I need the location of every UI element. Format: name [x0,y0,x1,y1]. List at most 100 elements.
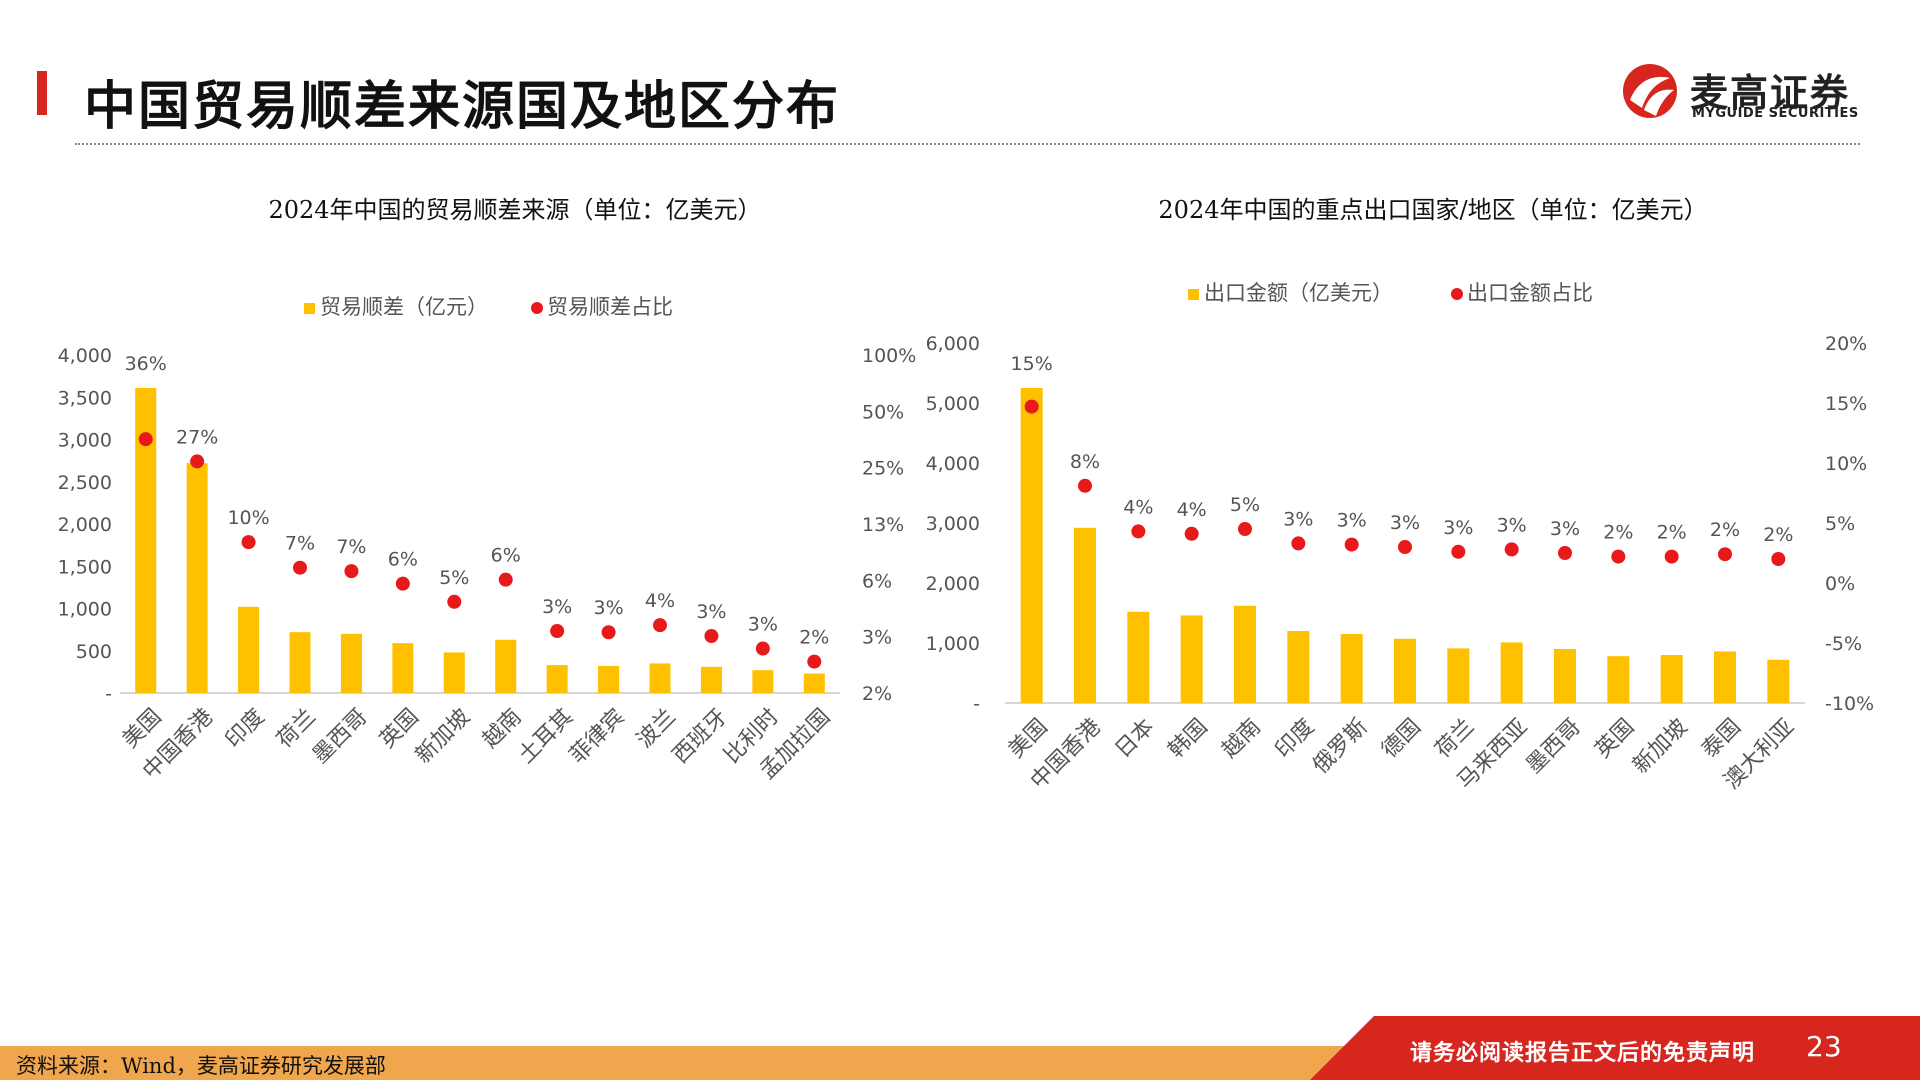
point-9 [550,624,565,639]
y-left-tick-label: 5,000 [926,393,980,415]
y-right-tick-label: -5% [1825,633,1862,655]
point-15 [1771,552,1786,566]
point-2 [1078,478,1092,493]
legend-dot-label: 出口金额占比 [1467,281,1593,305]
x-tick-label: 荷兰 [1431,714,1480,763]
point-1 [138,432,153,447]
data-label-11: 4% [645,590,675,612]
point-12 [1611,549,1626,564]
point-1 [1024,399,1039,414]
data-label-7: 5% [439,567,469,589]
chart-export-destinations-svg: 2024年中国的重点出口国家/地区（单位：亿美元） 出口金额（亿美元） 出口金额占比… [926,196,1875,794]
y-right-tick-label: 50% [862,401,904,423]
point-14 [807,654,822,669]
bar-5 [1234,605,1256,703]
y-right-tick-label: 10% [1825,453,1867,475]
bar-14 [1714,651,1736,703]
point-10 [601,625,616,640]
data-label-1: 15% [1011,353,1053,375]
bar-7 [1340,634,1363,703]
x-tick-label: 韩国 [1164,714,1213,763]
logo-text-cn: 麦高证券 [1690,71,1851,115]
data-label-3: 10% [227,507,269,529]
y-left-tick-label: - [105,683,112,705]
y-left-tick-label: 2,500 [58,472,112,494]
bar-3 [238,606,260,693]
data-label-5: 7% [336,536,366,558]
data-label-9: 3% [1443,517,1473,539]
data-label-3: 4% [1123,496,1153,518]
page-title: 中国贸易顺差来源国及地区分布 [84,76,841,137]
y-left-tick-label: - [973,693,980,715]
data-label-6: 3% [1283,508,1313,530]
y-left-tick-label: 1,000 [926,633,980,655]
bar-2 [1074,527,1096,703]
title-accent-bar [37,71,47,115]
y-left-tick-label: 3,000 [58,430,112,452]
bar-15 [1767,659,1790,703]
point-11 [1558,546,1572,560]
x-tick-label: 印度 [1271,714,1320,763]
footer-source: 资料来源：Wind，麦高证券研究发展部 [16,1054,386,1078]
bar-13 [1660,655,1683,703]
point-6 [1291,536,1306,551]
point-7 [447,594,462,609]
data-label-8: 6% [491,545,521,567]
y-right-tick-label: 20% [1825,333,1867,355]
x-tick-label: 德国 [1377,714,1426,763]
logo-mark-icon [1623,64,1677,118]
y-left-tick-label: 1,500 [58,556,112,578]
y-right-tick-label: 3% [862,627,892,649]
bar-1 [1020,388,1043,703]
point-13 [1664,549,1679,564]
legend-dot-label: 贸易顺差占比 [547,295,673,319]
data-label-11: 3% [1550,518,1580,540]
point-11 [653,618,667,633]
logo-text-en: MYGUIDE SECURITIES [1692,106,1859,121]
y-right-tick-label: 2% [862,683,892,705]
y-left-tick-label: 4,000 [58,345,112,367]
legend-dot-swatch [531,302,543,314]
data-label-4: 7% [285,533,315,555]
point-4 [1184,526,1199,541]
y-right-tick-label: 5% [1825,513,1855,535]
bar-9 [1447,648,1470,703]
y-right-tick-label: 6% [862,570,892,592]
point-14 [1718,547,1732,562]
data-label-2: 27% [176,426,218,448]
point-7 [1344,537,1359,552]
data-label-10: 3% [593,597,623,619]
bar-3 [1127,611,1150,703]
point-5 [344,564,359,579]
page-number: 23 [1806,1030,1842,1063]
bar-14 [803,673,825,693]
x-tick-label: 菲律宾 [565,704,629,768]
legend-bar-label: 出口金额（亿美元） [1204,281,1393,305]
y-right-tick-label: 0% [1825,573,1855,595]
data-label-12: 2% [1603,522,1633,544]
footer-disclaimer[interactable]: 请务必阅读报告正文后的免责声明 [1410,1040,1756,1066]
data-label-13: 3% [748,614,778,636]
bar-8 [495,639,517,693]
point-3 [241,535,256,550]
bar-10 [598,665,620,693]
bar-9 [546,665,568,693]
data-label-13: 2% [1657,522,1687,544]
point-2 [190,454,205,469]
bar-7 [443,652,465,693]
bar-6 [1287,631,1310,703]
legend-dot-swatch [1451,288,1463,300]
x-tick-label: 新加坡 [1628,714,1692,778]
y-right-tick-label: 13% [862,514,904,536]
bar-8 [1394,638,1416,703]
x-tick-label: 西班牙 [668,704,732,768]
x-tick-label: 新加坡 [411,704,475,768]
bar-6 [392,643,414,693]
x-tick-label: 美国 [1004,714,1053,763]
y-left-tick-label: 3,000 [926,513,980,535]
company-logo: 麦高证券 MYGUIDE SECURITIES [1620,60,1858,126]
y-left-tick-label: 2,000 [58,514,112,536]
x-tick-label: 土耳其 [514,704,578,768]
header-divider [75,143,1860,145]
data-label-7: 3% [1337,510,1367,532]
